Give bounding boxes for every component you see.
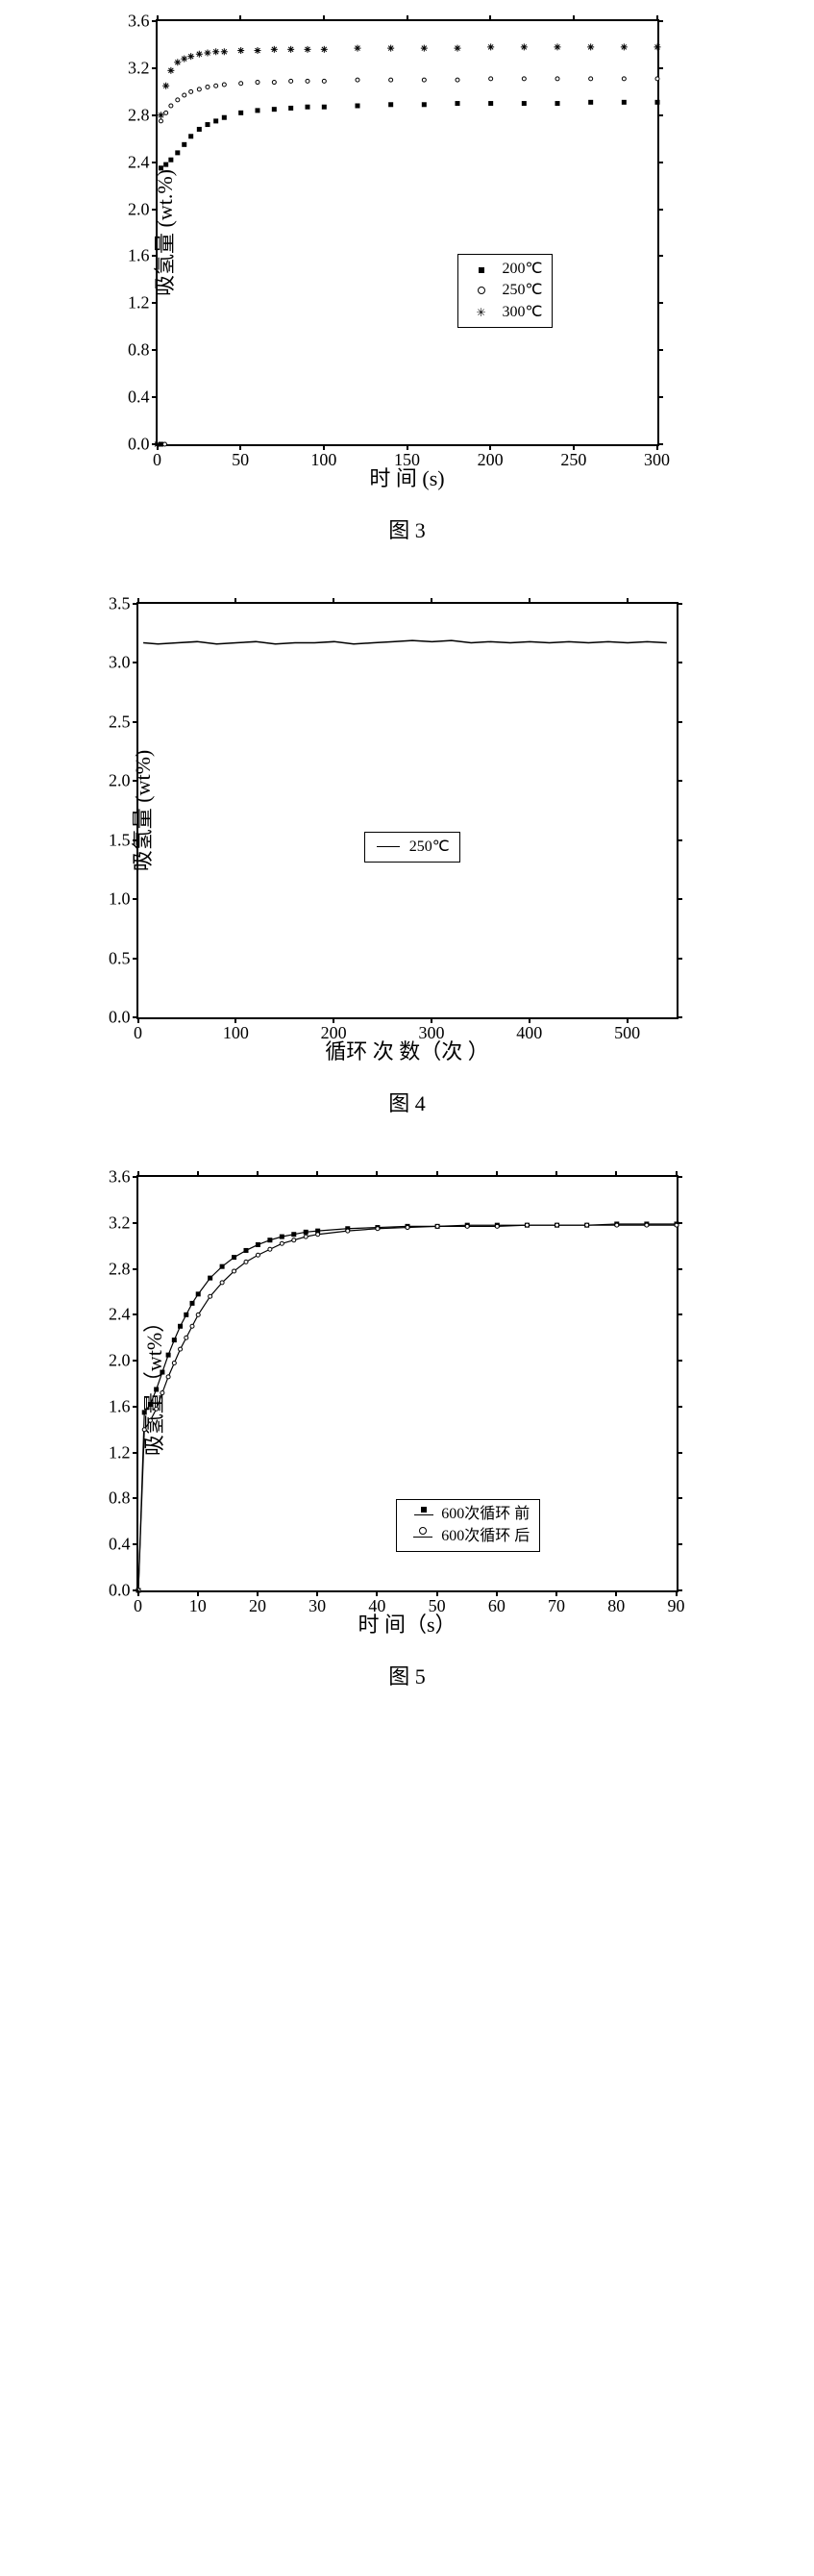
ytick-label: 0.0: [109, 1581, 131, 1601]
ytick-label: 3.6: [109, 1167, 131, 1188]
xtick-label: 150: [394, 450, 420, 470]
ytick-label: 0.4: [109, 1535, 131, 1555]
ytick-label: 3.0: [109, 653, 131, 673]
figure-3-plot: 吸氢量 (wt.%) 时 间 (s) 200℃250℃✳300℃ 0.00.40…: [156, 19, 659, 446]
xtick-label: 50: [232, 450, 249, 470]
legend-item: 250℃: [375, 837, 450, 858]
fig5-legend: 600次循环 前600次循环 后: [396, 1499, 540, 1552]
legend-label: 600次循环 前: [441, 1504, 530, 1525]
xtick-label: 250: [560, 450, 586, 470]
figure-3: 吸氢量 (wt.%) 时 间 (s) 200℃250℃✳300℃ 0.00.40…: [19, 19, 795, 544]
fig3-caption: 图 3: [388, 513, 426, 544]
ytick-label: 2.4: [109, 1305, 131, 1325]
ytick-label: 1.6: [128, 246, 150, 266]
xtick-label: 40: [368, 1596, 385, 1616]
xtick-label: 300: [418, 1023, 444, 1043]
ytick-label: 1.0: [109, 889, 131, 910]
ytick-label: 2.0: [109, 771, 131, 791]
ytick-label: 2.8: [128, 105, 150, 125]
legend-label: 300℃: [503, 302, 543, 323]
xtick-label: 400: [516, 1023, 542, 1043]
legend-item: 600次循环 前: [407, 1504, 530, 1525]
ytick-label: 2.8: [109, 1259, 131, 1279]
xtick-label: 30: [308, 1596, 326, 1616]
fig5-caption: 图 5: [388, 1660, 426, 1690]
xtick-label: 300: [644, 450, 670, 470]
ytick-label: 0.0: [128, 435, 150, 455]
xtick-label: 90: [668, 1596, 685, 1616]
ytick-label: 3.6: [128, 12, 150, 32]
legend-label: 250℃: [503, 280, 543, 301]
xtick-label: 80: [607, 1596, 625, 1616]
ytick-label: 2.5: [109, 712, 131, 732]
xtick-label: 20: [249, 1596, 266, 1616]
legend-item: 200℃: [468, 259, 543, 280]
ytick-label: 1.2: [109, 1442, 131, 1463]
legend-label: 250℃: [409, 837, 450, 858]
xtick-label: 500: [614, 1023, 640, 1043]
legend-label: 200℃: [503, 259, 543, 280]
xtick-label: 100: [310, 450, 336, 470]
ytick-label: 0.4: [128, 388, 150, 408]
ytick-label: 0.5: [109, 948, 131, 968]
ytick-label: 3.2: [109, 1213, 131, 1233]
fig4-xlabel: 循环 次 数（次 ）: [325, 1035, 489, 1065]
xtick-label: 70: [548, 1596, 565, 1616]
ytick-label: 1.6: [109, 1396, 131, 1416]
legend-label: 600次循环 后: [441, 1526, 530, 1547]
fig4-legend: 250℃: [364, 832, 460, 863]
ytick-label: 0.0: [109, 1008, 131, 1028]
xtick-label: 0: [134, 1596, 142, 1616]
legend-item: 250℃: [468, 280, 543, 301]
xtick-label: 0: [153, 450, 161, 470]
fig4-caption: 图 4: [388, 1087, 426, 1117]
ytick-label: 3.2: [128, 58, 150, 78]
ytick-label: 3.5: [109, 594, 131, 614]
xtick-label: 0: [134, 1023, 142, 1043]
ytick-label: 0.8: [109, 1488, 131, 1509]
ytick-label: 2.4: [128, 152, 150, 172]
legend-item: ✳300℃: [468, 302, 543, 323]
xtick-label: 200: [321, 1023, 347, 1043]
ytick-label: 2.0: [128, 199, 150, 219]
xtick-label: 50: [429, 1596, 446, 1616]
figure-4: 吸氢量 (wt%) 循环 次 数（次 ） 250℃ 0.00.51.01.52.…: [19, 602, 795, 1117]
xtick-label: 200: [478, 450, 504, 470]
figure-5-plot: 吸氢量（wt%） 时 间（s） 600次循环 前600次循环 后 0.00.40…: [136, 1175, 678, 1592]
ytick-label: 1.2: [128, 293, 150, 313]
legend-item: 600次循环 后: [407, 1526, 530, 1547]
xtick-label: 60: [488, 1596, 506, 1616]
figure-4-plot: 吸氢量 (wt%) 循环 次 数（次 ） 250℃ 0.00.51.01.52.…: [136, 602, 678, 1019]
ytick-label: 1.5: [109, 830, 131, 850]
fig3-legend: 200℃250℃✳300℃: [457, 254, 554, 328]
ytick-label: 2.0: [109, 1351, 131, 1371]
figure-5: 吸氢量（wt%） 时 间（s） 600次循环 前600次循环 后 0.00.40…: [19, 1175, 795, 1690]
ytick-label: 0.8: [128, 340, 150, 361]
xtick-label: 10: [189, 1596, 207, 1616]
xtick-label: 100: [223, 1023, 249, 1043]
